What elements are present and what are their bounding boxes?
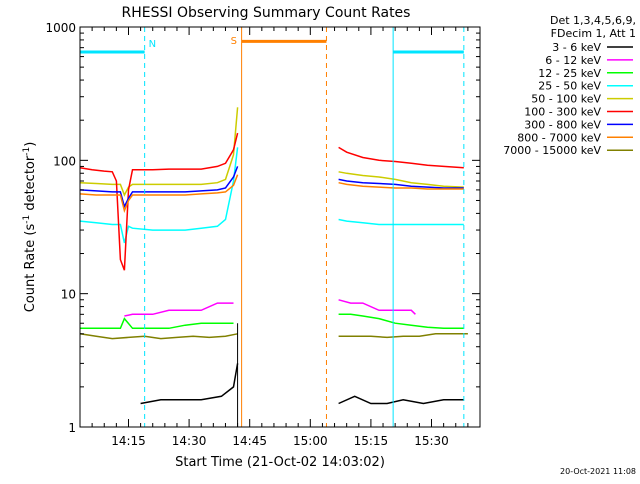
series-25-50-kev bbox=[79, 147, 464, 244]
y-axis-label-part1: Count Rate (s bbox=[23, 224, 38, 313]
x-tick-label-15-30: 15:30 bbox=[414, 434, 449, 448]
legend-label-7000-15000-kev: 7000 - 15000 keV bbox=[503, 144, 601, 157]
plot-frame bbox=[79, 26, 481, 428]
y-axis: 1 10 100 1000 bbox=[45, 21, 480, 435]
series-12-25-kev-line-1 bbox=[80, 317, 234, 330]
y-axis-label-part3: ) bbox=[23, 142, 38, 147]
series-7000-15000-kev bbox=[79, 333, 468, 340]
series-6-12-kev-line-1 bbox=[124, 302, 234, 317]
y-tick-label-1: 1 bbox=[68, 421, 76, 435]
timestamp: 20-Oct-2021 11:08 bbox=[560, 467, 636, 476]
x-axis-label: Start Time (21-Oct-02 14:03:02) bbox=[175, 455, 385, 470]
series-6-12-kev-line-2 bbox=[338, 299, 416, 315]
x-tick-label-15-00: 15:00 bbox=[293, 434, 328, 448]
series-50-100-kev-line-2 bbox=[338, 171, 464, 188]
series-300-800-kev-line-2 bbox=[338, 178, 464, 189]
x-tick-label-14-45: 14:45 bbox=[232, 434, 267, 448]
y-tick-label-10: 10 bbox=[61, 288, 76, 302]
legend-label-3-6-kev: 3 - 6 keV bbox=[552, 41, 601, 54]
series-3-6-kev bbox=[140, 363, 464, 405]
night-marker-label-1: N bbox=[149, 39, 156, 50]
series-100-300-kev-line-2 bbox=[338, 146, 464, 169]
y-axis-label-part2: detector bbox=[23, 155, 38, 215]
legend-label-12-25-kev: 12 - 25 keV bbox=[538, 67, 601, 80]
legend-label-300-800-kev: 300 - 800 keV bbox=[524, 118, 601, 131]
series-50-100-kev bbox=[79, 107, 464, 197]
legend-label-50-100-kev: 50 - 100 keV bbox=[531, 93, 601, 106]
series-100-300-kev-line-1 bbox=[79, 132, 239, 271]
x-tick-label-14-15: 14:15 bbox=[111, 434, 146, 448]
series-6-12-kev bbox=[124, 299, 416, 317]
legend-label-25-50-kev: 25 - 50 keV bbox=[538, 80, 601, 93]
series-100-300-kev bbox=[79, 132, 464, 271]
series-800-7000-kev-line-1 bbox=[79, 174, 239, 213]
y-axis-label: Count Rate (s-1 detector-1) bbox=[22, 142, 38, 313]
legend-header-line-2: FDecim 1, Att 1 bbox=[551, 27, 636, 40]
saa-marker-label-1: S bbox=[231, 36, 237, 47]
x-axis: 14:15 14:30 14:45 15:00 15:15 15:30 bbox=[79, 27, 481, 448]
series-7000-15000-kev-line-2 bbox=[338, 333, 468, 339]
y-axis-label-sup2: -1 bbox=[22, 147, 32, 156]
y-tick-label-100: 100 bbox=[53, 154, 76, 168]
series-layer bbox=[79, 107, 468, 405]
series-50-100-kev-line-1 bbox=[79, 107, 239, 197]
series-300-800-kev-line-1 bbox=[79, 166, 239, 209]
legend: Det 1,3,4,5,6,9, FDecim 1, Att 1 3 - 6 k… bbox=[503, 14, 636, 157]
series-7000-15000-kev-line-1 bbox=[79, 333, 238, 340]
legend-header-line-1: Det 1,3,4,5,6,9, bbox=[550, 14, 636, 27]
series-800-7000-kev bbox=[79, 174, 464, 213]
legend-label-800-7000-kev: 800 - 7000 keV bbox=[517, 131, 601, 144]
series-3-6-kev-line-1 bbox=[140, 363, 239, 405]
series-300-800-kev bbox=[79, 166, 464, 209]
y-tick-label-1000: 1000 bbox=[45, 21, 76, 35]
series-3-6-kev-line-2 bbox=[338, 395, 464, 405]
series-12-25-kev-line-2 bbox=[338, 313, 464, 330]
legend-label-6-12-kev: 6 - 12 keV bbox=[545, 54, 601, 67]
chart-title: RHESSI Observing Summary Count Rates bbox=[122, 5, 411, 21]
series-12-25-kev bbox=[80, 313, 464, 330]
x-tick-label-14-30: 14:30 bbox=[172, 434, 207, 448]
y-axis-label-sup1: -1 bbox=[22, 215, 32, 224]
legend-label-100-300-kev: 100 - 300 keV bbox=[524, 106, 601, 119]
series-800-7000-kev-line-2 bbox=[338, 181, 464, 190]
x-tick-label-15-15: 15:15 bbox=[354, 434, 389, 448]
series-25-50-kev-line-2 bbox=[338, 218, 464, 226]
series-25-50-kev-line-1 bbox=[79, 147, 239, 244]
